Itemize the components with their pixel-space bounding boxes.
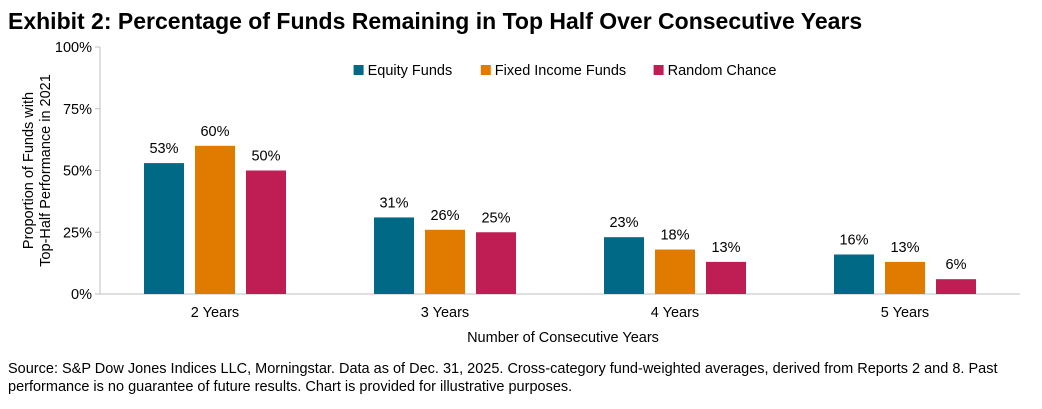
- chart-bars: 2 Years 53% 60% 50% 3 Years 31% 26% 25% 4 Years 2…: [144, 124, 976, 321]
- data-label: 50%: [251, 149, 280, 165]
- legend-label: Equity Funds: [368, 63, 453, 79]
- bar: [195, 145, 235, 294]
- bar: [936, 279, 976, 294]
- y-tick-label: 25%: [63, 225, 92, 241]
- bar: [374, 217, 414, 294]
- data-label: 60%: [200, 124, 229, 140]
- data-label: 31%: [379, 195, 408, 211]
- chart-legend: Equity Funds Fixed Income Funds Random Cha…: [353, 63, 777, 79]
- data-label: 13%: [711, 240, 740, 256]
- y-axis-label-line: Top-Half Performance in 2021: [38, 74, 54, 267]
- data-label: 25%: [481, 210, 510, 226]
- bar: [425, 229, 465, 294]
- bar-chart: 0% 25% 50% 75% 100% Proportion of Funds withT…: [21, 40, 1020, 346]
- y-tick-label: 100%: [55, 40, 92, 56]
- data-label: 18%: [660, 228, 689, 244]
- bar: [604, 237, 644, 294]
- bar: [246, 170, 286, 294]
- bar: [834, 254, 874, 294]
- data-label: 23%: [609, 215, 638, 231]
- chart-axes: 0% 25% 50% 75% 100% Proportion of Funds withT…: [21, 40, 1020, 346]
- data-label: 16%: [839, 232, 868, 248]
- bar: [476, 232, 516, 294]
- x-tick-label: 3 Years: [421, 305, 469, 321]
- bar: [144, 163, 184, 294]
- x-tick-label: 2 Years: [191, 305, 239, 321]
- data-label: 26%: [430, 208, 459, 224]
- legend-swatch: [653, 65, 664, 75]
- y-axis-label: Proportion of Funds withTop-Half Perform…: [21, 74, 54, 267]
- y-tick-label: 50%: [63, 164, 92, 180]
- bar: [706, 261, 746, 294]
- x-axis-label: Number of Consecutive Years: [467, 330, 659, 346]
- legend-label: Random Chance: [668, 63, 777, 79]
- legend-swatch: [480, 65, 491, 75]
- y-tick-label: 75%: [63, 102, 92, 118]
- data-label: 53%: [149, 141, 178, 157]
- legend-label: Fixed Income Funds: [495, 63, 626, 79]
- y-axis-label-line: Proportion of Funds with: [21, 92, 37, 249]
- y-tick-label: 0%: [71, 287, 92, 303]
- data-label: 6%: [946, 257, 967, 273]
- chart-title: Exhibit 2: Percentage of Funds Remaining…: [8, 8, 863, 34]
- source-note: Source: S&P Dow Jones Indices LLC, Morni…: [8, 361, 998, 395]
- x-tick-label: 5 Years: [881, 305, 929, 321]
- bar: [655, 249, 695, 294]
- bar: [885, 261, 925, 294]
- data-label: 13%: [890, 240, 919, 256]
- legend-swatch: [353, 65, 364, 75]
- x-tick-label: 4 Years: [651, 305, 699, 321]
